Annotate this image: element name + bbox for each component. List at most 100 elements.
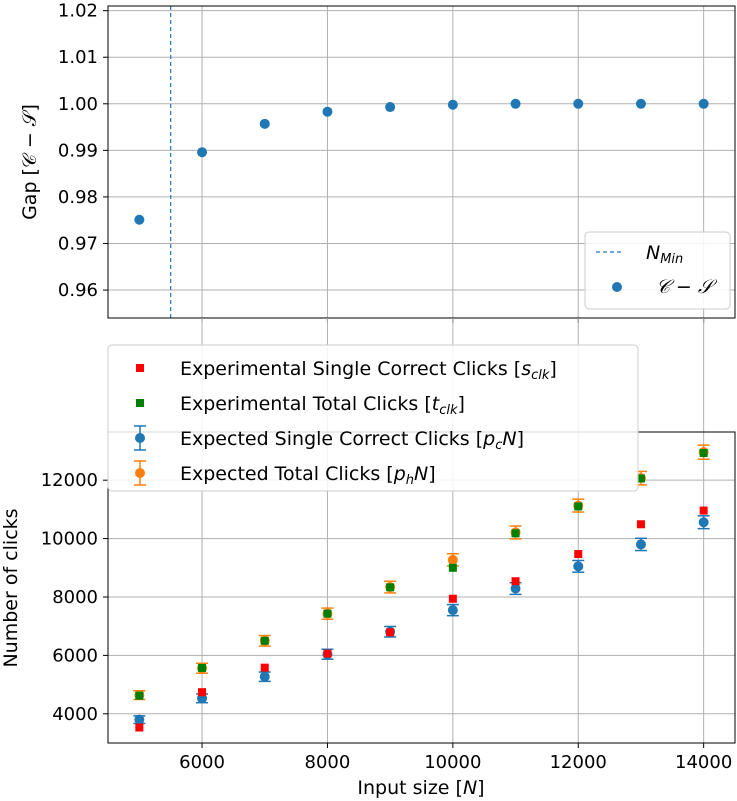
gap-y-tick-label: 1.02: [58, 1, 98, 22]
clicks-x-tick-label: 10000: [424, 752, 481, 773]
legend-label-text: Experimental Single Correct Clicks [: [180, 358, 521, 380]
experimental-point: [198, 688, 207, 697]
experimental-point: [511, 529, 520, 538]
legend-label-sub: clk: [439, 403, 458, 418]
gap-data-point: [322, 106, 333, 117]
legend-label: Expected Single Correct Clicks [pcN]: [180, 428, 524, 453]
gap-legend-series-label: 𝒞 − 𝒮: [656, 276, 718, 298]
clicks-x-tick-label: 6000: [179, 752, 225, 773]
gap-y-tick-label: 0.98: [58, 187, 98, 208]
gap-data-point: [259, 118, 270, 129]
gap-legend-vline-label: NMin: [646, 242, 683, 267]
gap-data-point: [134, 214, 145, 225]
legend-label-suffix: ]: [428, 463, 435, 485]
legend-swatch: [136, 364, 144, 372]
gap-data-point: [447, 99, 458, 110]
gap-legend: NMin 𝒞 − 𝒮: [584, 231, 731, 310]
expected-point: [635, 539, 646, 550]
legend-label-suffix: ]: [517, 428, 524, 450]
series-pc: [133, 515, 710, 725]
experimental-point: [386, 583, 395, 592]
gap-data-point: [698, 98, 709, 109]
gap-legend-vline-var: N: [646, 242, 660, 264]
series-sclk: [135, 506, 708, 732]
legend-label-n: N: [502, 428, 516, 450]
clicks-y-tick-label: 10000: [41, 529, 98, 550]
expected-point: [134, 714, 145, 725]
experimental-point: [574, 502, 583, 511]
series-tclk: [135, 449, 708, 700]
clicks-y-tick-label: 8000: [52, 587, 98, 608]
expected-point: [447, 554, 458, 565]
legend-label-n: N: [414, 463, 428, 485]
expected-point: [510, 583, 521, 594]
clicks-legend-box: [107, 344, 639, 492]
legend-label-text: Expected Single Correct Clicks [: [180, 428, 483, 450]
clicks-x-tick-label: 14000: [675, 752, 732, 773]
legend-label-var: p: [393, 463, 406, 485]
legend-label-sub: clk: [531, 368, 550, 383]
expected-point: [573, 561, 584, 572]
gap-y-tick-label: 0.99: [58, 140, 98, 161]
experimental-point: [323, 609, 332, 618]
legend-label-text: Expected Total Clicks [: [180, 463, 394, 485]
gap-legend-dot-swatch: [612, 282, 622, 292]
clicks-x-ticks: 6000 8000 10000 12000 14000: [179, 743, 732, 773]
gap-y-axis-label: Gap [𝒞 − 𝒮]: [19, 104, 41, 220]
legend-label-sub: c: [495, 438, 502, 453]
clicks-x-tick-label: 12000: [550, 752, 607, 773]
legend-label: Expected Total Clicks [phN]: [180, 463, 436, 488]
gap-data-point: [573, 98, 584, 109]
legend-label-suffix: ]: [549, 358, 556, 380]
experimental-point: [448, 563, 457, 572]
expected-point: [447, 605, 458, 616]
clicks-subplot: 6000 8000 10000 12000 14000 4000 6000 8000 1000…: [0, 318, 736, 799]
legend-label: Experimental Total Clicks [tclk]: [180, 393, 465, 418]
experimental-point: [135, 691, 144, 700]
clicks-y-tick-label: 6000: [52, 645, 98, 666]
experimental-point: [260, 663, 269, 672]
experimental-point: [574, 550, 583, 559]
gap-y-ticks: 0.96 0.97 0.98 0.99 1.00 1.01 1.02: [58, 1, 108, 301]
experimental-point: [198, 663, 207, 672]
gap-y-tick-label: 0.96: [58, 280, 98, 301]
expected-point: [259, 671, 270, 682]
clicks-x-tick-label: 8000: [305, 752, 351, 773]
expected-point: [698, 517, 709, 528]
clicks-data-points: [133, 444, 710, 732]
clicks-x-axis-label: Input size [N]: [357, 777, 484, 799]
experimental-point: [511, 577, 520, 586]
x-label-suffix: ]: [477, 777, 484, 799]
legend-label-text: Experimental Total Clicks [: [180, 393, 432, 415]
gap-y-tick-label: 1.00: [58, 94, 98, 115]
experimental-point: [636, 474, 645, 483]
gap-data-point: [385, 102, 396, 113]
gap-axes-frame: [107, 5, 736, 319]
gap-y-tick-label: 0.97: [58, 233, 98, 254]
gap-subplot: 0.96 0.97 0.98 0.99 1.00 1.01 1.02 Gap [𝒞 − 𝒮]…: [19, 1, 736, 323]
experimental-point: [699, 506, 708, 515]
legend-label-var: t: [432, 393, 441, 415]
legend-label: Experimental Single Correct Clicks [sclk…: [180, 358, 557, 383]
gap-y-tick-label: 1.01: [58, 47, 98, 68]
gap-legend-box: [584, 231, 731, 310]
x-label-prefix: Input size [: [357, 777, 463, 799]
gap-grid: [108, 6, 735, 318]
legend-swatch: [135, 433, 145, 443]
experimental-point: [448, 594, 457, 603]
x-label-var: N: [463, 777, 477, 799]
gap-legend-vline-sub: Min: [660, 252, 683, 267]
experimental-point: [699, 449, 708, 458]
experimental-point: [135, 723, 144, 732]
gap-data-point: [510, 98, 521, 109]
legend-swatch: [136, 399, 144, 407]
legend-swatch: [135, 468, 145, 478]
legend-label-var: p: [482, 428, 495, 450]
legend-label-sub: h: [406, 473, 414, 488]
legend-label-suffix: ]: [458, 393, 465, 415]
experimental-point: [386, 628, 395, 637]
experimental-point: [323, 649, 332, 658]
gap-data-points: [134, 98, 709, 225]
clicks-legend-entries: Experimental Single Correct Clicks [sclk…: [134, 358, 557, 488]
